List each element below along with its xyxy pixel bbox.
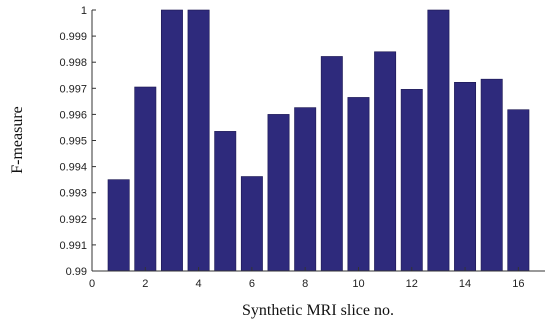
x-tick-label: 4 bbox=[196, 278, 202, 290]
y-tick-label: 0.995 bbox=[59, 136, 87, 148]
bar-slice-7 bbox=[267, 114, 290, 272]
y-tick-label: 0.99 bbox=[66, 266, 87, 278]
x-tick-label: 12 bbox=[406, 278, 418, 290]
bar-slice-8 bbox=[294, 107, 317, 272]
y-axis-title: F-measure bbox=[9, 106, 26, 174]
bar-slice-2 bbox=[134, 86, 157, 272]
bar-slice-16 bbox=[507, 109, 530, 272]
x-tick-label: 2 bbox=[142, 278, 148, 290]
x-tick-label: 8 bbox=[302, 278, 308, 290]
y-ticks-group: 0.99 0.991 0.992 0.993 0.994 0.995 0.996 0.997 0… bbox=[59, 5, 96, 278]
x-axis-title: Synthetic MRI slice no. bbox=[242, 302, 394, 319]
y-tick-label: 0.994 bbox=[59, 162, 87, 174]
y-tick-label: 0.992 bbox=[59, 214, 87, 226]
x-tick-label: 0 bbox=[89, 278, 95, 290]
y-tick-label: 0.999 bbox=[59, 31, 87, 43]
y-tick-label: 0.993 bbox=[59, 188, 87, 200]
x-tick-label: 6 bbox=[249, 278, 255, 290]
bar-slice-11 bbox=[374, 51, 397, 272]
bar-slice-3 bbox=[160, 9, 183, 272]
bar-slice-5 bbox=[214, 131, 237, 272]
y-tick-label: 1 bbox=[81, 5, 87, 17]
bar-slice-15 bbox=[480, 78, 503, 272]
bar-slice-6 bbox=[240, 176, 263, 272]
bar-slice-9 bbox=[320, 56, 343, 272]
bar-slice-13 bbox=[427, 9, 450, 272]
bar-slice-4 bbox=[187, 9, 210, 272]
y-tick-label: 0.996 bbox=[59, 109, 87, 121]
y-tick-label: 0.998 bbox=[59, 57, 87, 69]
bar-slice-14 bbox=[454, 82, 477, 272]
x-tick-label: 14 bbox=[459, 278, 471, 290]
bar-slice-10 bbox=[347, 97, 370, 272]
x-ticks-group: 0 2 4 6 8 10 12 14 16 bbox=[89, 267, 524, 290]
bar-slice-1 bbox=[107, 179, 130, 272]
bars-group bbox=[107, 9, 530, 272]
axes-group bbox=[91, 10, 545, 272]
y-tick-label: 0.991 bbox=[59, 240, 87, 252]
x-tick-label: 10 bbox=[352, 278, 364, 290]
y-tick-label: 0.997 bbox=[59, 83, 87, 95]
x-tick-label: 16 bbox=[512, 278, 524, 290]
bar-slice-12 bbox=[400, 89, 423, 272]
